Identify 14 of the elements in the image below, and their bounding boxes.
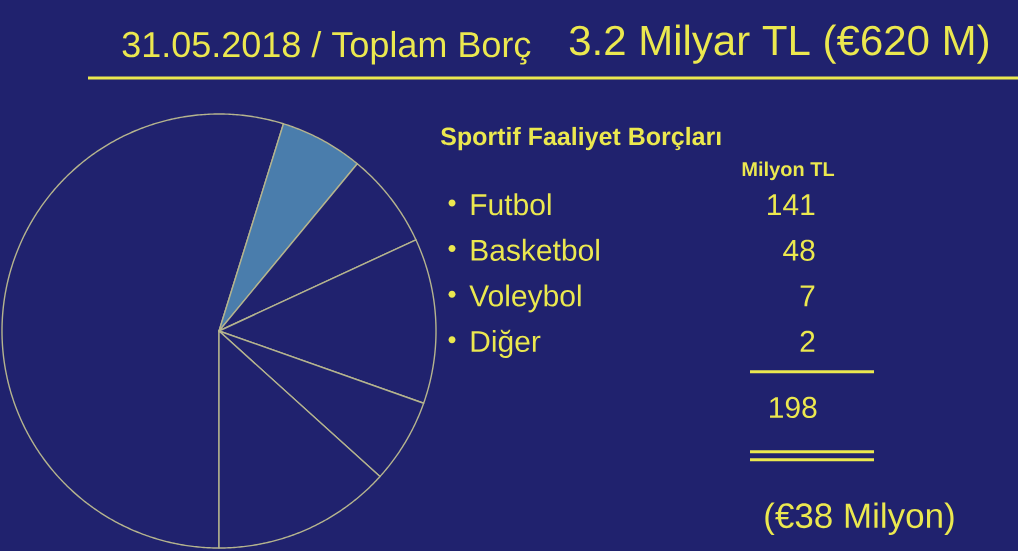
data-label: 141: [768, 194, 815, 215]
category-label: Diğer: [471, 329, 541, 359]
data-label: 2: [800, 330, 815, 352]
category-label: Basketbol: [471, 238, 599, 261]
data-label: 7: [800, 285, 815, 307]
text: 3.2 Milyar TL (€620 M): [569, 24, 988, 64]
category-label: Futbol: [471, 193, 551, 216]
data-label: 48: [783, 239, 815, 261]
text: Sportif Faaliyet Borçları: [440, 126, 721, 151]
text: 198: [770, 396, 817, 419]
text: Milyon TL: [742, 161, 835, 181]
text: (€38 Milyon): [765, 502, 954, 536]
chart-title: 31.05.2018 / Toplam Borç: [122, 30, 531, 65]
category-label: Voleybol: [469, 284, 581, 313]
